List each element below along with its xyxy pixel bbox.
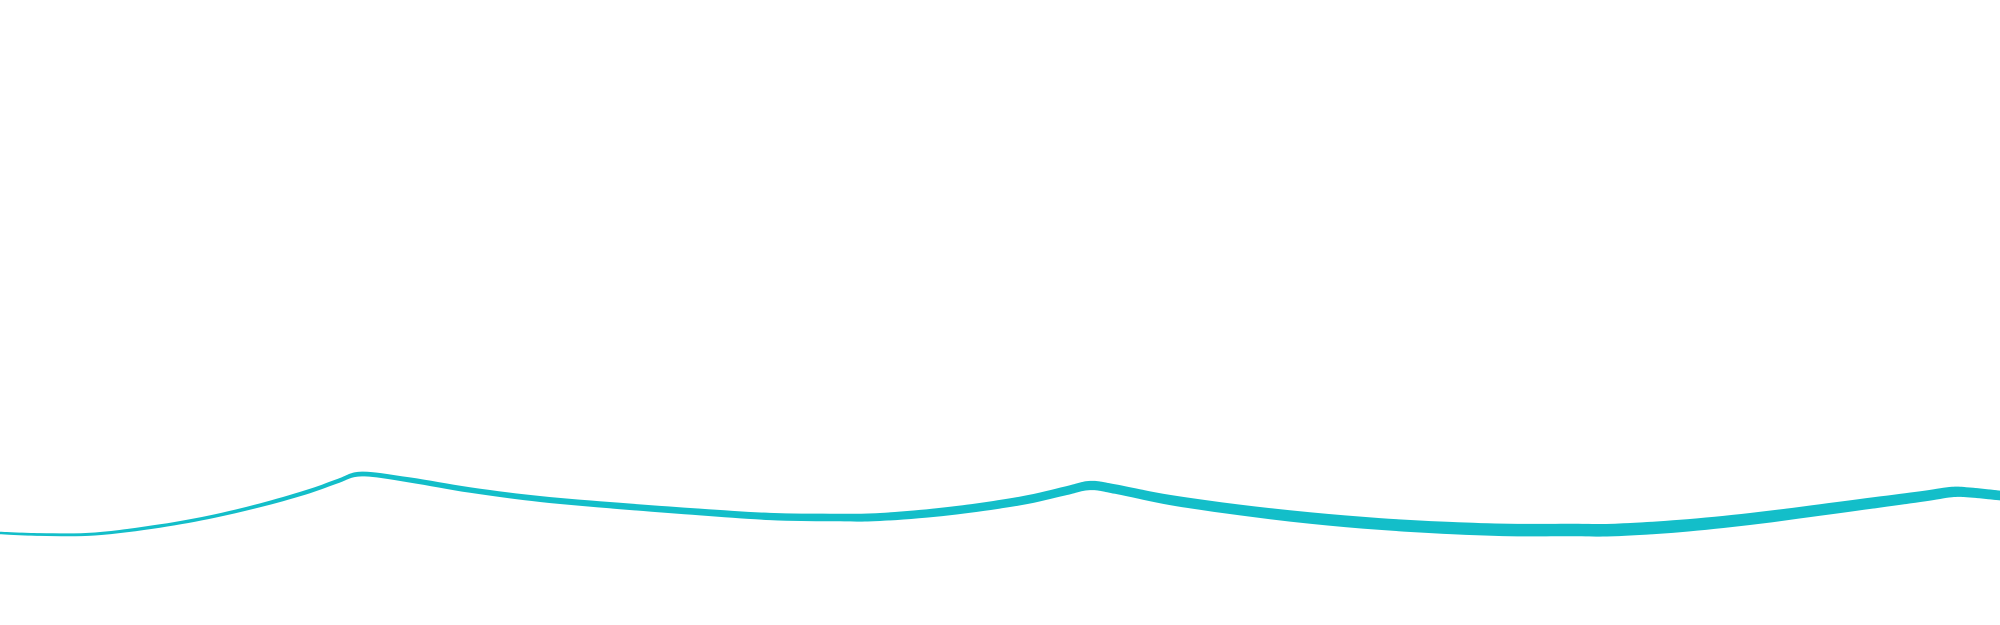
wave-ribbon (0, 471, 2000, 537)
